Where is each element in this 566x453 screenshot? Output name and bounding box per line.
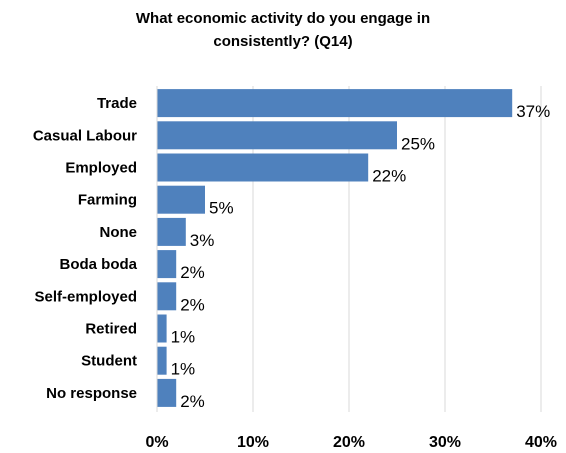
x-tick-label: 0%	[145, 434, 168, 451]
category-label: Retired	[85, 321, 137, 338]
bar	[157, 378, 177, 407]
category-label: Farming	[78, 192, 137, 209]
data-label: 25%	[401, 134, 435, 153]
data-label: 2%	[180, 295, 205, 314]
category-label: Casual Labour	[33, 127, 137, 144]
data-label: 1%	[171, 360, 196, 379]
x-tick-label: 40%	[525, 434, 557, 451]
bar	[157, 217, 186, 246]
bar	[157, 250, 177, 279]
category-label: Student	[81, 353, 137, 370]
category-label: Employed	[65, 160, 137, 177]
data-label: 1%	[171, 328, 196, 347]
bar	[157, 282, 177, 311]
bar	[157, 121, 397, 150]
bar	[157, 153, 369, 182]
data-label: 2%	[180, 392, 205, 411]
x-tick-label: 20%	[333, 434, 365, 451]
chart-title-line-2: consistently? (Q14)	[213, 33, 353, 50]
bar	[157, 185, 205, 214]
data-label: 37%	[516, 102, 550, 121]
data-label: 5%	[209, 199, 234, 218]
bar	[157, 346, 167, 375]
data-label: 22%	[372, 167, 406, 186]
x-tick-label: 10%	[237, 434, 269, 451]
data-label: 2%	[180, 263, 205, 282]
data-label: 3%	[190, 231, 215, 250]
x-tick-label: 30%	[429, 434, 461, 451]
category-label: Self-employed	[34, 288, 137, 305]
bar	[157, 89, 513, 118]
category-label: Trade	[97, 95, 137, 112]
category-label: Boda boda	[60, 256, 138, 273]
chart-title-line-1: What economic activity do you engage in	[135, 10, 431, 27]
bar	[157, 314, 167, 343]
category-label: None	[100, 224, 138, 241]
category-label: No response	[46, 385, 137, 402]
